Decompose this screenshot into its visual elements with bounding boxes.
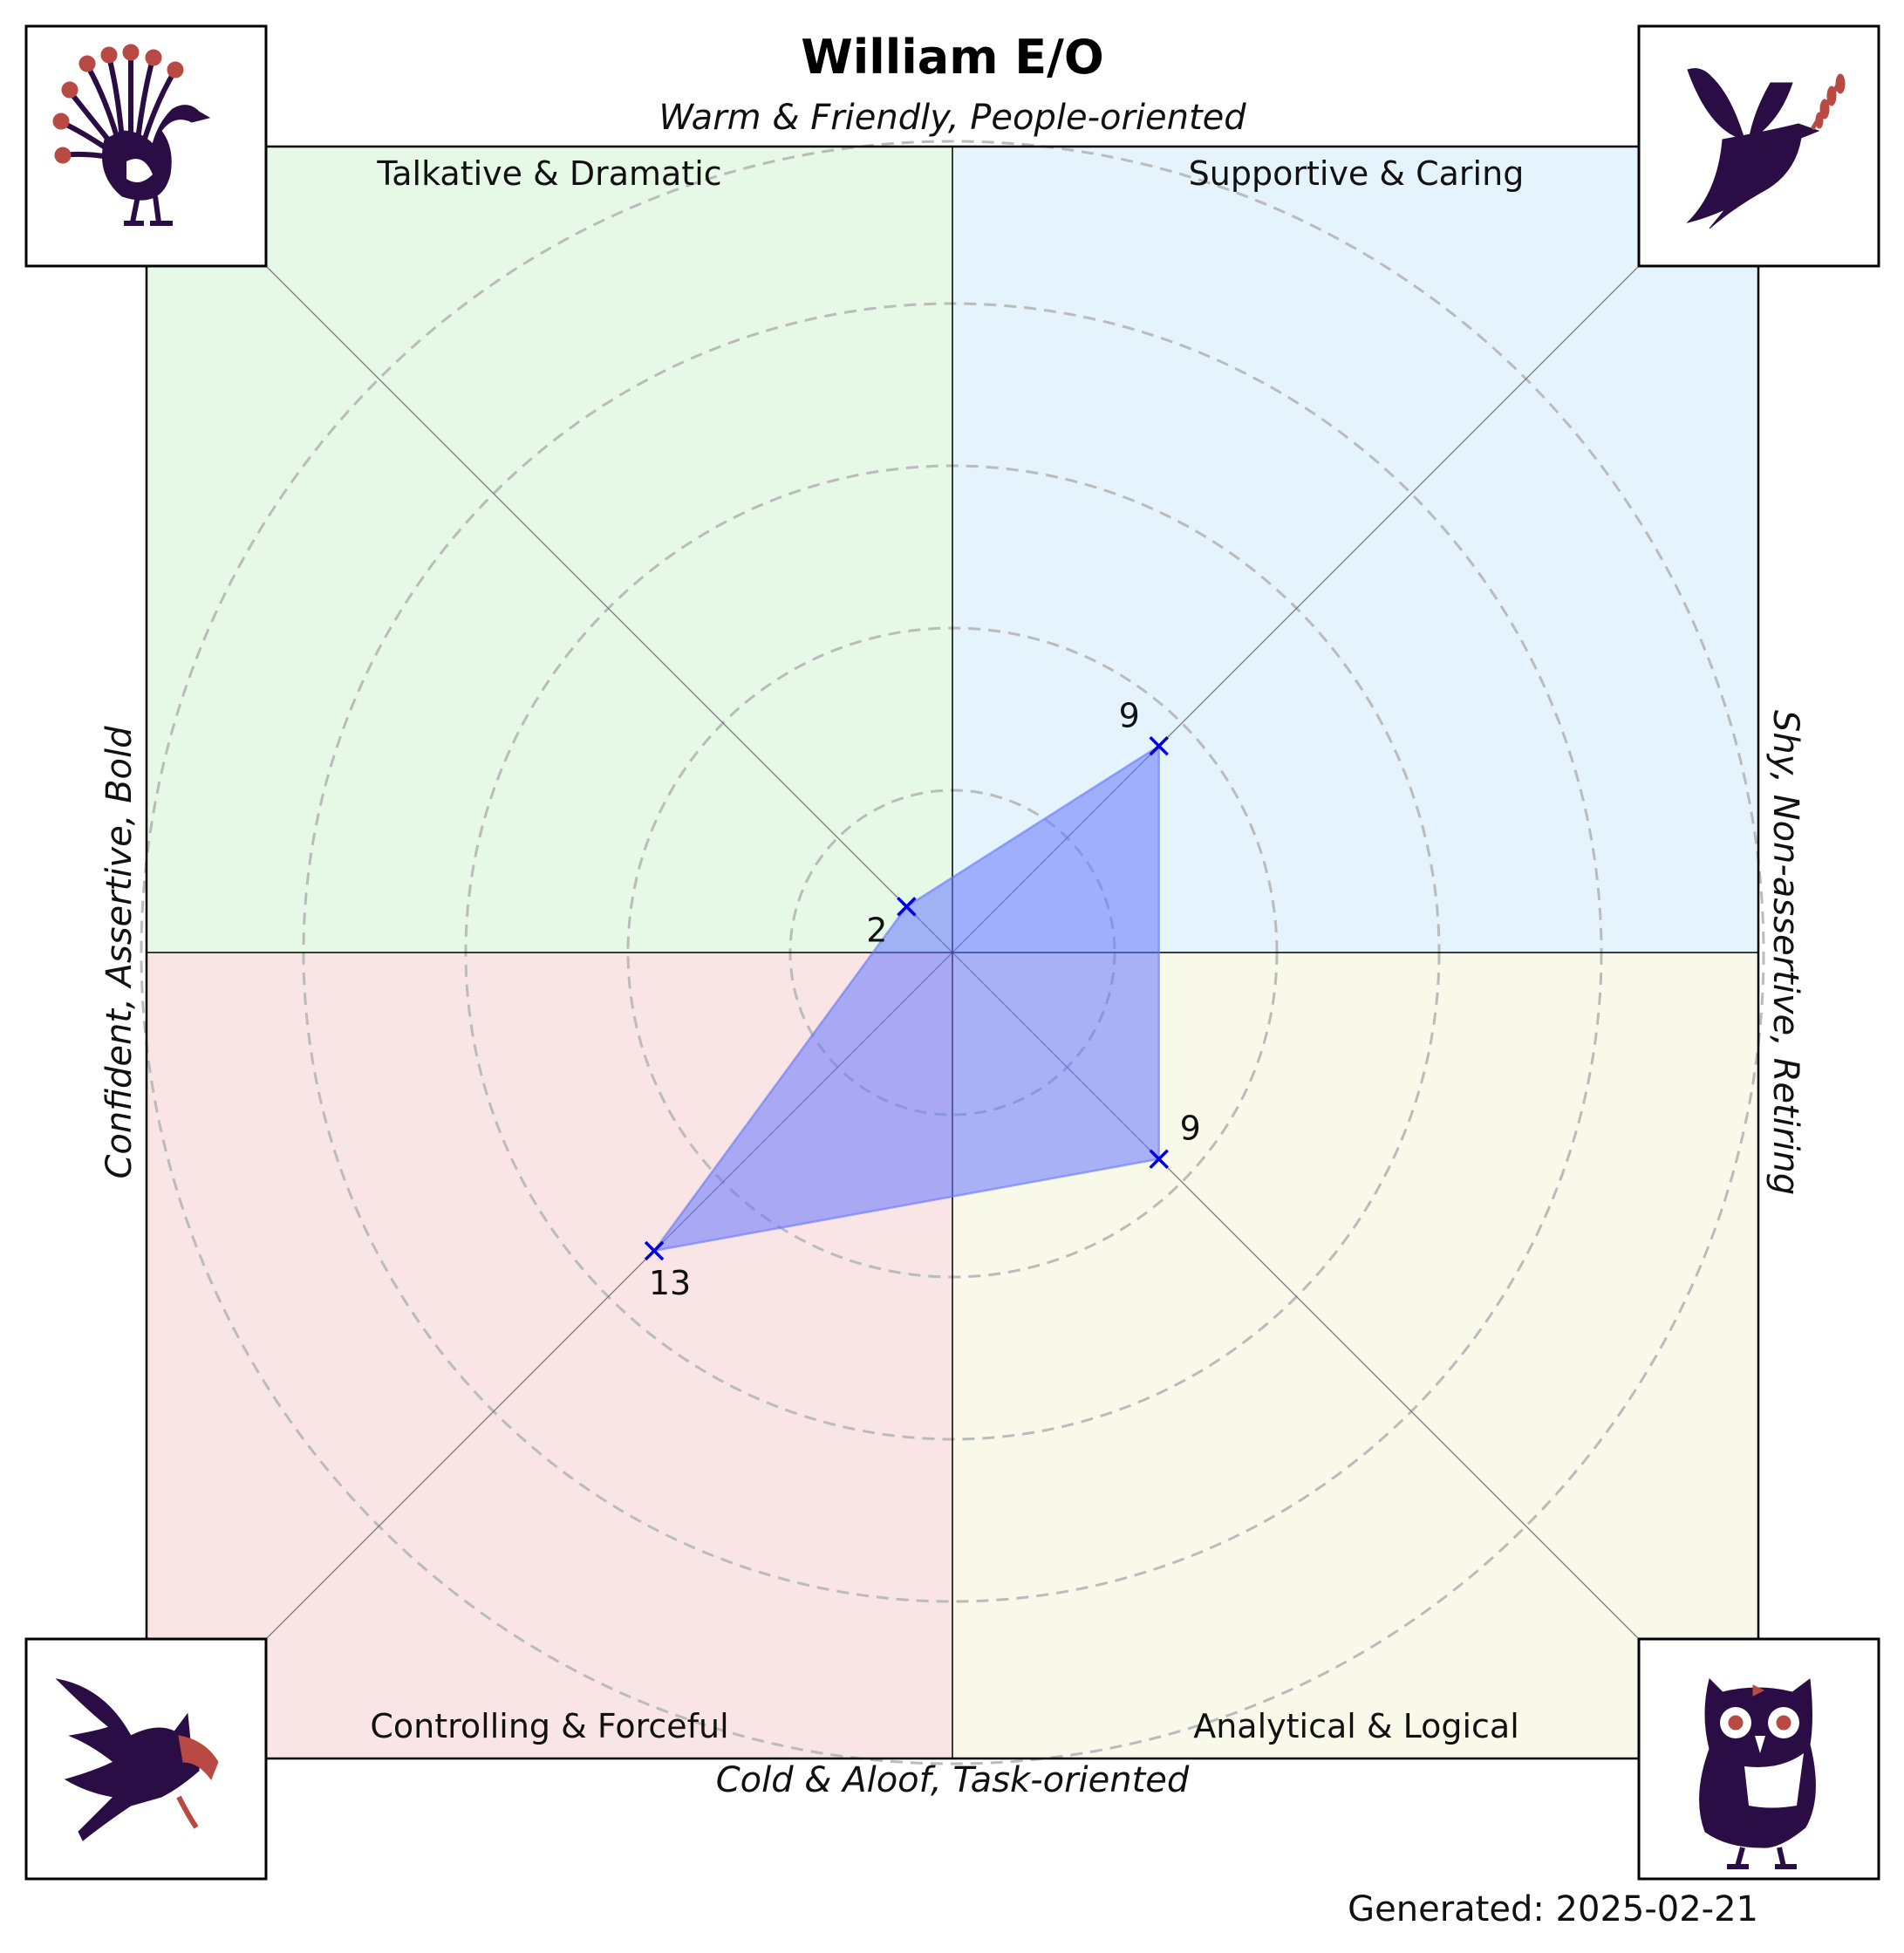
owl-icon [1637,1637,1880,1881]
right-axis-label: Shy, Non-assertive, Retiring [1765,710,1805,1195]
left-axis-label: Confident, Assertive, Bold [99,726,140,1179]
score-label: 9 [1180,1110,1201,1148]
peacock-icon [24,24,268,268]
quadrant-label-supportive: Supportive & Caring [1189,154,1525,193]
score-label: 9 [1119,696,1140,734]
score-marker [1149,1149,1169,1169]
eagle-icon [24,1637,268,1881]
score-label: 13 [649,1264,691,1302]
generated-date: Generated: 2025-02-21 [1348,1889,1758,1929]
quadrant-label-controlling: Controlling & Forceful [370,1707,728,1745]
grid-circle [140,140,1765,1765]
score-marker [644,1240,665,1261]
bottom-axis-label: Cold & Aloof, Task-oriented [716,1760,1190,1800]
chart-title: William E/O [801,30,1104,85]
dove-icon [1637,24,1880,268]
quadrant-label-analytical: Analytical & Logical [1193,1707,1519,1745]
quadrant-label-talkative: Talkative & Dramatic [376,154,721,193]
top-axis-label: Warm & Friendly, People-oriented [659,98,1246,138]
score-marker [897,897,917,917]
score-marker [1149,736,1169,756]
score-label: 2 [866,911,887,949]
plot-frame [145,145,1760,1760]
score-markers: 2 9 9 13 [644,696,1201,1302]
